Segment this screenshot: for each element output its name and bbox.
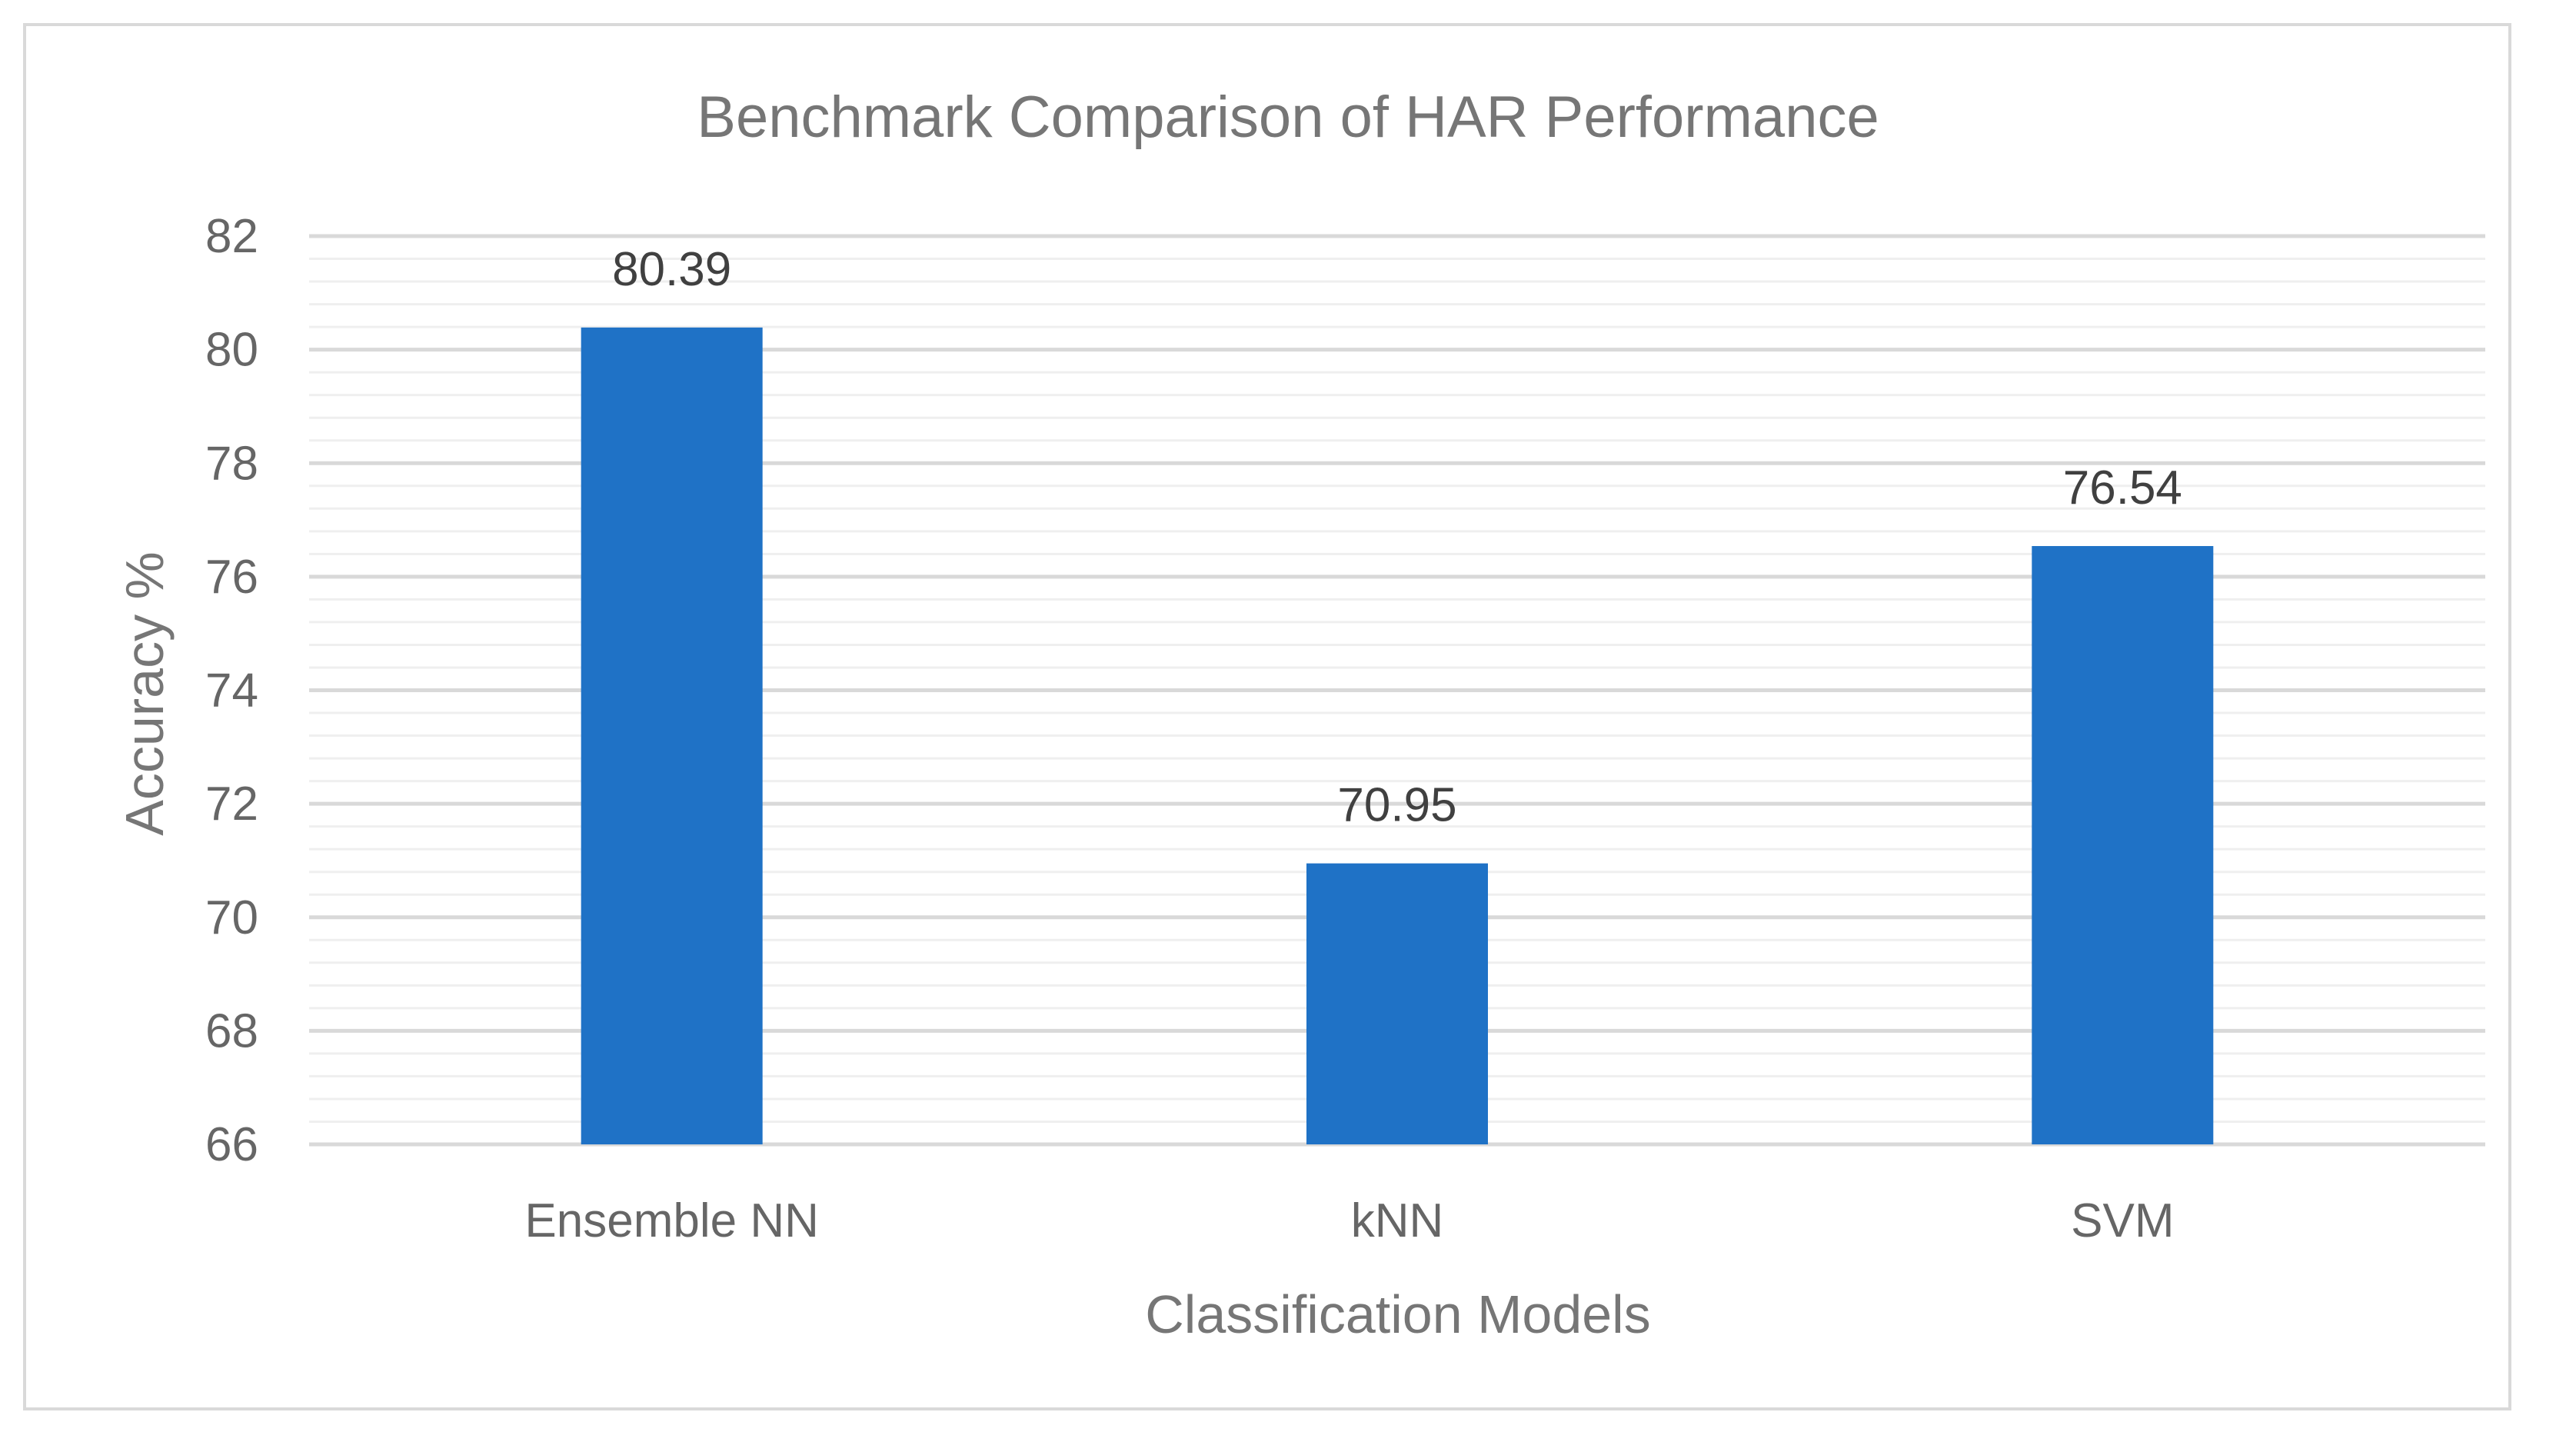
y-tick-label: 76 xyxy=(205,551,258,604)
y-tick-label: 72 xyxy=(205,778,258,831)
bars xyxy=(581,327,2214,1144)
x-axis-categories: Ensemble NN kNN SVM xyxy=(524,1194,2174,1247)
y-axis-title: Accuracy % xyxy=(115,551,175,836)
y-tick-label: 78 xyxy=(205,437,258,490)
chart-title: Benchmark Comparison of HAR Performance xyxy=(697,85,1879,150)
data-label: 80.39 xyxy=(612,243,731,296)
data-label: 70.95 xyxy=(1337,779,1456,832)
y-tick-label: 70 xyxy=(205,891,258,944)
x-category-label: kNN xyxy=(1351,1194,1444,1247)
data-label: 76.54 xyxy=(2063,461,2182,515)
y-axis-ticks: 66 68 70 72 74 76 78 80 82 xyxy=(205,210,258,1171)
y-tick-label: 74 xyxy=(205,664,258,718)
data-labels: 80.39 70.95 76.54 xyxy=(612,243,2182,832)
x-category-label: SVM xyxy=(2071,1194,2174,1247)
y-tick-label: 82 xyxy=(205,210,258,263)
bar-knn xyxy=(1306,863,1488,1144)
y-tick-label: 66 xyxy=(205,1118,258,1171)
y-tick-label: 68 xyxy=(205,1004,258,1057)
bar-ensemble-nn xyxy=(581,327,763,1144)
x-axis-title: Classification Models xyxy=(1145,1284,1650,1344)
y-tick-label: 80 xyxy=(205,324,258,377)
x-category-label: Ensemble NN xyxy=(524,1194,818,1247)
bar-svm xyxy=(2032,546,2214,1144)
